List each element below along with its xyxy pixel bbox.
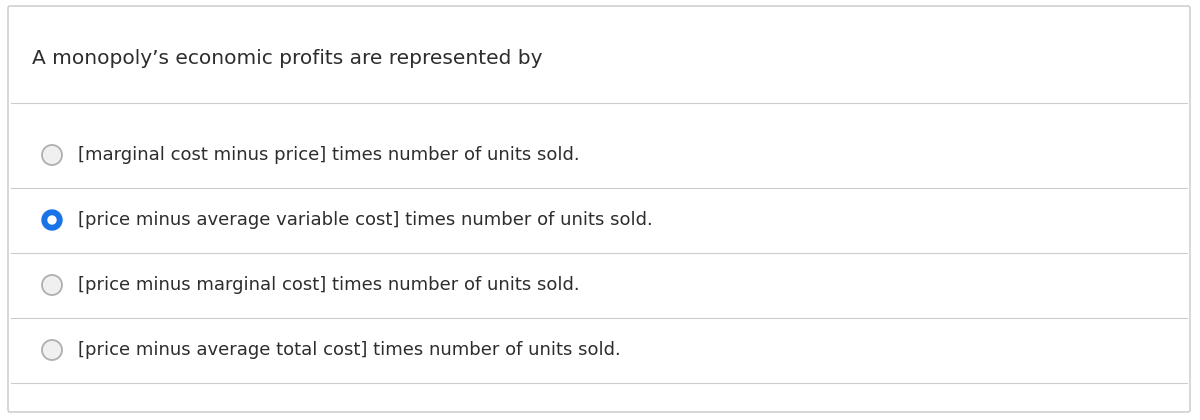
Text: [price minus average total cost] times number of units sold.: [price minus average total cost] times n… bbox=[78, 341, 620, 359]
Text: [marginal cost minus price] times number of units sold.: [marginal cost minus price] times number… bbox=[78, 146, 580, 164]
Text: [price minus marginal cost] times number of units sold.: [price minus marginal cost] times number… bbox=[78, 276, 580, 294]
Circle shape bbox=[48, 216, 56, 224]
FancyBboxPatch shape bbox=[8, 6, 1190, 412]
Circle shape bbox=[42, 340, 62, 360]
Text: [price minus average variable cost] times number of units sold.: [price minus average variable cost] time… bbox=[78, 211, 653, 229]
Circle shape bbox=[42, 275, 62, 295]
Text: A monopoly’s economic profits are represented by: A monopoly’s economic profits are repres… bbox=[32, 48, 542, 68]
Circle shape bbox=[42, 210, 62, 230]
Circle shape bbox=[42, 145, 62, 165]
